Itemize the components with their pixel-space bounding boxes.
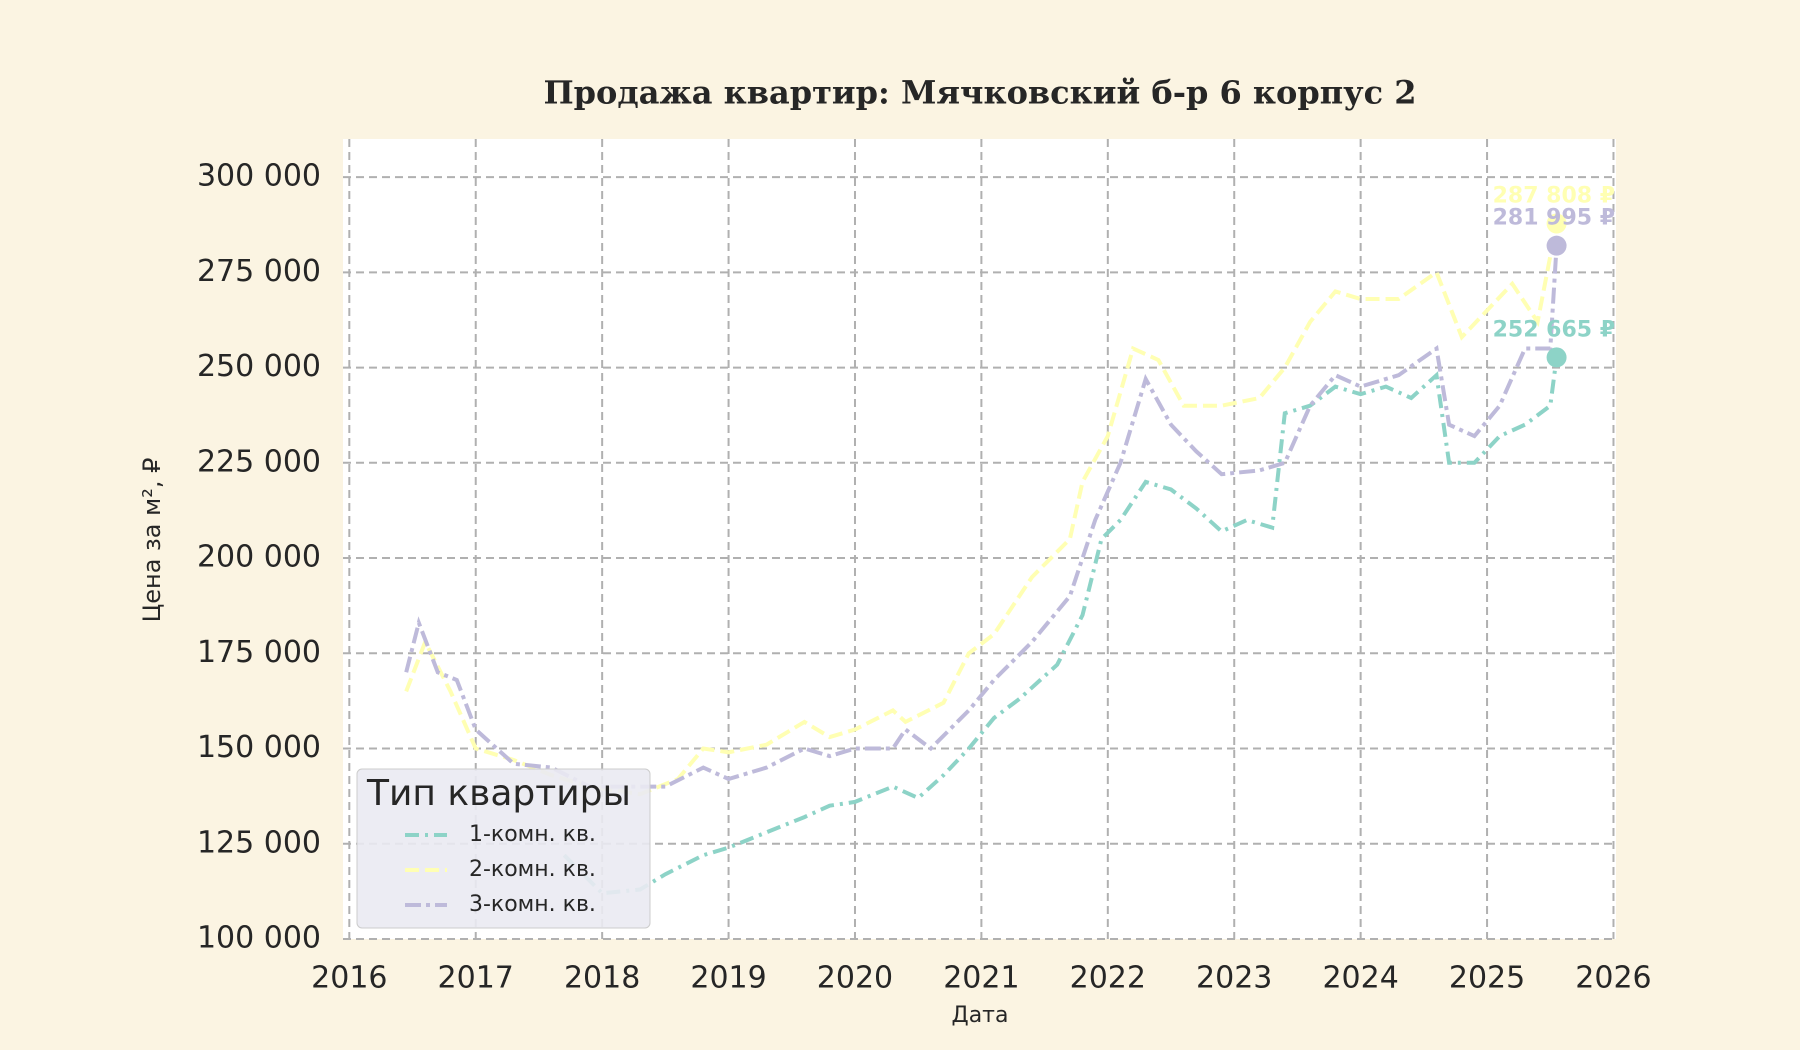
legend-title: Тип квартиры [366, 773, 631, 814]
y-axis-label: Цена за м², ₽ [138, 458, 166, 623]
x-tick-label: 2025 [1449, 961, 1525, 996]
end-label: 281 995 ₽ [1493, 206, 1615, 231]
end-point [1546, 213, 1567, 234]
x-tick-label: 2026 [1575, 961, 1651, 996]
x-tick-label: 2024 [1322, 961, 1398, 996]
y-tick-label: 200 000 [197, 540, 321, 575]
y-tick-label: 150 000 [197, 730, 321, 765]
legend-box [356, 768, 651, 929]
legend-label: 3-комн. кв. [469, 892, 596, 917]
y-tick-label: 100 000 [197, 921, 321, 956]
x-tick-label: 2019 [690, 961, 766, 996]
end-label: 252 665 ₽ [1493, 317, 1615, 342]
y-tick-label: 250 000 [197, 349, 321, 384]
x-tick-label: 2016 [311, 961, 387, 996]
x-axis-label: Дата [952, 1003, 1009, 1028]
y-tick-label: 175 000 [197, 635, 321, 670]
x-tick-label: 2022 [1070, 961, 1146, 996]
y-tick-label: 300 000 [197, 159, 321, 194]
x-tick-label: 2020 [817, 961, 893, 996]
y-tick-label: 275 000 [197, 254, 321, 289]
end-point [1546, 347, 1567, 368]
x-tick-label: 2018 [564, 961, 640, 996]
y-tick-label: 225 000 [197, 444, 321, 479]
x-tick-label: 2023 [1196, 961, 1272, 996]
chart-title: Продажа квартир: Мячковский б-р 6 корпус… [543, 74, 1416, 112]
end-label: 287 808 ₽ [1493, 184, 1615, 209]
y-tick-label: 125 000 [197, 825, 321, 860]
legend-label: 1-комн. кв. [469, 822, 596, 847]
end-point [1546, 235, 1567, 256]
series-line [404, 223, 1559, 797]
legend-label: 2-комн. кв. [469, 857, 596, 882]
series-line [562, 357, 1559, 896]
x-tick-label: 2021 [943, 961, 1019, 996]
x-tick-label: 2017 [438, 961, 514, 996]
